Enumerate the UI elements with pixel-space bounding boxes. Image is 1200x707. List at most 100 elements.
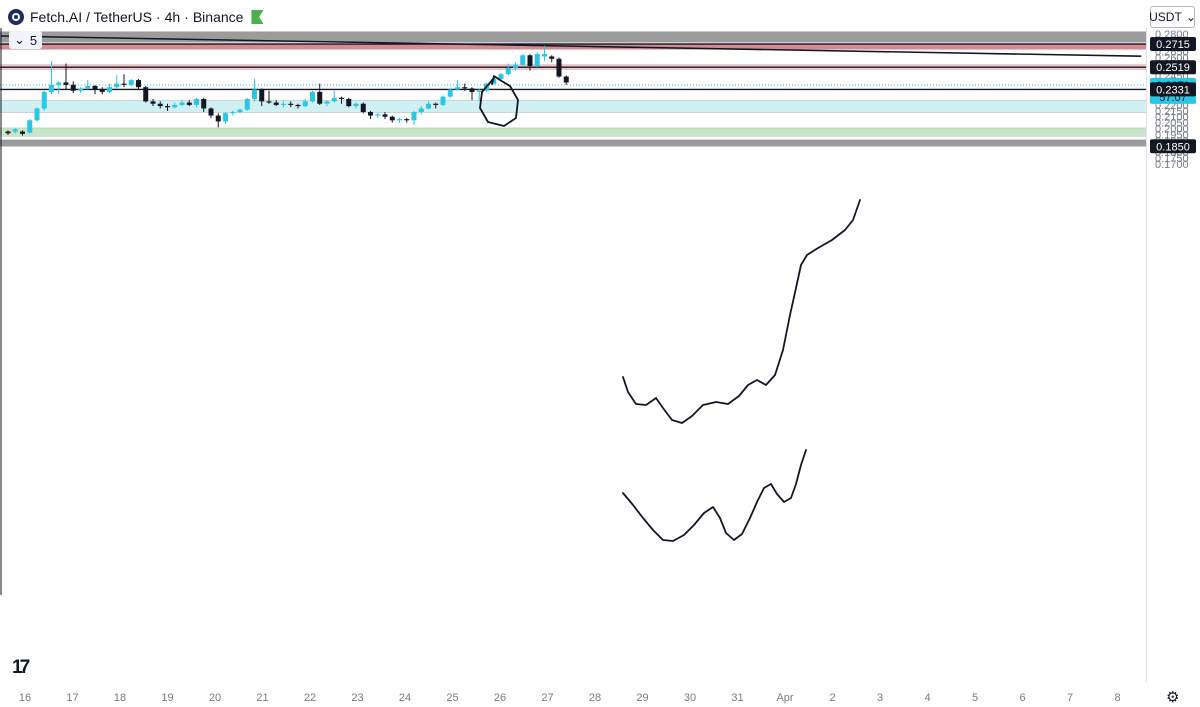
candle [165, 103, 170, 111]
candle [107, 83, 112, 94]
candle [556, 57, 562, 78]
candle-body [469, 88, 475, 92]
candle [527, 54, 533, 71]
time-tick-label: 7 [1067, 692, 1073, 704]
candle [259, 88, 265, 107]
candle [440, 95, 446, 107]
candle-body [542, 54, 547, 57]
candle [302, 99, 308, 108]
collapse-indicators-button[interactable]: ⌄ 5 [9, 31, 43, 49]
time-axis[interactable]: 16 17 18 19 20 21 22 23 24 25 26 27 28 29 30 31 Apr 2 3 4 5 6… [19, 692, 1121, 704]
candle [56, 81, 62, 95]
candle [136, 78, 141, 90]
candle-body [549, 56, 555, 59]
candle-body [397, 119, 402, 121]
candle-body [259, 89, 265, 102]
candle-body [498, 74, 504, 79]
time-tick-label: 6 [1019, 692, 1025, 704]
candle-body [121, 83, 127, 85]
candle [346, 97, 352, 108]
time-tick-label: 31 [731, 692, 743, 704]
candle [70, 81, 76, 94]
candle-body [128, 80, 134, 85]
candle [85, 80, 91, 90]
candle [194, 97, 199, 108]
candle [157, 101, 163, 109]
candle [563, 75, 569, 85]
price-tick-label: 0.1750 [1155, 153, 1189, 165]
price-label-text: 0.1850 [1156, 141, 1190, 153]
candle-body [491, 78, 497, 84]
candle [324, 100, 330, 107]
candle-body [150, 101, 156, 104]
candle-body [107, 87, 112, 92]
candle-body [27, 120, 33, 133]
candle [150, 99, 156, 107]
candle [63, 63, 69, 90]
candle-body [346, 99, 352, 107]
candle [288, 101, 294, 108]
candle [433, 102, 439, 109]
candle [237, 108, 243, 114]
time-tick-label: 19 [161, 692, 173, 704]
time-tick-label: 26 [494, 692, 506, 704]
hand-drawn-projection-lower [622, 449, 807, 542]
candle [5, 130, 11, 136]
time-tick-label: 20 [209, 692, 221, 704]
gear-icon[interactable]: ⚙ [1166, 689, 1180, 706]
zone-gray_zone [0, 31, 1146, 43]
time-tick-label: 29 [636, 692, 648, 704]
candle-body [114, 83, 120, 88]
candle-body [172, 104, 178, 108]
indicator-count: 5 [29, 32, 38, 48]
candle-body [223, 113, 228, 122]
candle [542, 45, 547, 62]
price-label-box [1150, 139, 1196, 154]
tradingview-logo-icon[interactable]: 17 [12, 657, 30, 678]
candle-body [237, 109, 243, 113]
candle-body [404, 119, 410, 121]
candle-body [215, 115, 221, 122]
time-tick-label: 25 [446, 692, 458, 704]
candle-body [353, 103, 359, 107]
currency-value: USDT [1149, 10, 1182, 24]
candle-body [426, 103, 431, 109]
currency-selector[interactable]: USDT ⌄ [1149, 6, 1196, 28]
candle-body [281, 103, 286, 105]
price-label-box [1150, 82, 1196, 97]
time-tick-label: 22 [304, 692, 316, 704]
price-tick-label: 0.2000 [1155, 124, 1189, 136]
candle-body [556, 58, 562, 77]
candle [462, 83, 468, 91]
time-tick-label: Apr [776, 692, 793, 704]
candle-body [63, 82, 69, 85]
candle-body [317, 91, 323, 104]
interval-label[interactable]: 4h [164, 9, 181, 25]
time-tick-label: 28 [589, 692, 601, 704]
candle-body [41, 91, 47, 109]
candle [223, 112, 228, 124]
zone-cyan_zone [0, 100, 1146, 113]
fetch-ai-logo-icon [8, 9, 24, 25]
candle-body [563, 76, 569, 83]
candle [281, 101, 286, 108]
candle-body [447, 89, 453, 97]
time-tick-label: 27 [541, 692, 553, 704]
candle-body [157, 103, 163, 107]
price-label-text: 0.2331 [1156, 84, 1190, 96]
hand-drawn-circle [479, 75, 519, 127]
candle [534, 51, 540, 68]
candle-body [382, 114, 388, 117]
symbol-name[interactable]: Fetch.AI / TetherUS [30, 9, 152, 25]
candle [34, 107, 40, 122]
price-label-box [1150, 37, 1196, 52]
candle [476, 88, 482, 102]
candle [513, 62, 518, 71]
candle-body [440, 96, 446, 105]
drawings-layer [479, 75, 861, 542]
candle-body [230, 112, 236, 114]
candle-body [186, 102, 192, 105]
candle [389, 115, 395, 123]
